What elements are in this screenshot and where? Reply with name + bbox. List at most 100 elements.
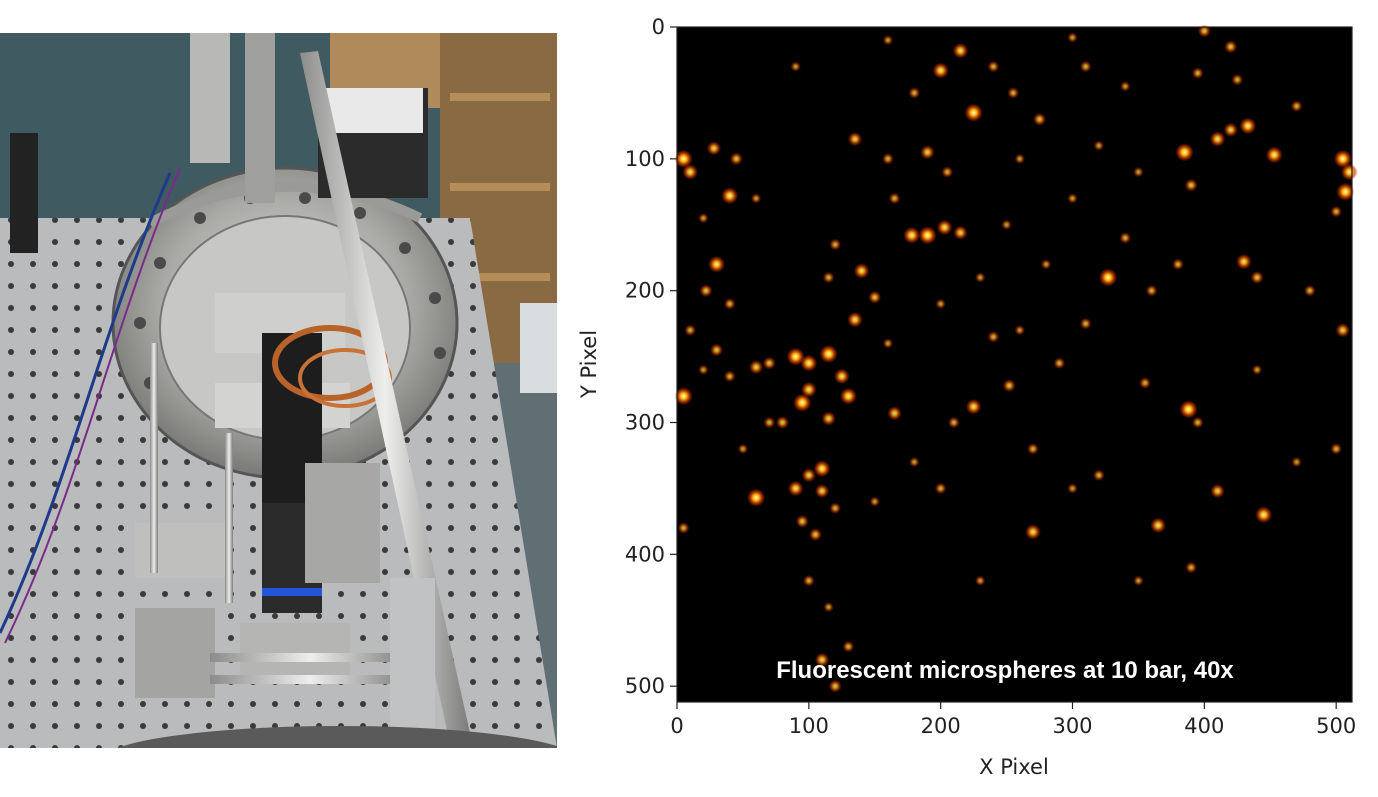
- microsphere-spot: [840, 387, 857, 405]
- microsphere-spot: [790, 61, 801, 72]
- microsphere-spot: [1033, 112, 1046, 126]
- microsphere-spot: [1192, 416, 1204, 429]
- heatmap-background: [677, 27, 1352, 702]
- microsphere-spot: [1304, 284, 1316, 297]
- microsphere-spot: [674, 149, 693, 168]
- fluorescence-heatmap-chart: 0 100 200 300 400 500 0 100 200 300 400 500 Fluore…: [577, 15, 1358, 779]
- microsphere-spot: [934, 482, 947, 495]
- x-tick-label: 300: [1052, 714, 1092, 738]
- y-tick-label: 0: [652, 15, 665, 39]
- microsphere-spot: [918, 226, 937, 245]
- microsphere-spot: [1175, 143, 1194, 162]
- microsphere-spot: [1236, 253, 1252, 270]
- microsphere-spot: [1172, 258, 1184, 271]
- microsphere-spot: [813, 460, 831, 478]
- microsphere-spot: [708, 255, 725, 273]
- microsphere-spot: [1224, 40, 1238, 54]
- y-axis-title: Y Pixel: [577, 330, 601, 399]
- microsphere-spot: [1290, 100, 1303, 112]
- x-axis-title: X Pixel: [979, 755, 1049, 779]
- microsphere-spot: [868, 290, 882, 304]
- microsphere-spot: [1119, 232, 1131, 244]
- microsphere-spot: [975, 575, 986, 586]
- microsphere-spot: [1255, 506, 1273, 524]
- microsphere-spot: [908, 87, 921, 99]
- microsphere-spot: [721, 187, 739, 205]
- microsphere-spot: [1014, 325, 1025, 336]
- microsphere-spot: [1192, 67, 1204, 79]
- microsphere-spot: [747, 488, 766, 507]
- microsphere-spot: [821, 411, 836, 426]
- microsphere-spot: [710, 343, 723, 357]
- microsphere-spot: [829, 502, 841, 514]
- microsphere-spot: [882, 35, 894, 46]
- microsphere-spot: [1184, 178, 1198, 192]
- microsphere-spot: [1133, 575, 1144, 586]
- microsphere-spot: [684, 324, 696, 336]
- microsphere-spot: [1209, 131, 1226, 147]
- microsphere-spot: [903, 226, 921, 244]
- microsphere-spot: [987, 331, 1000, 343]
- microsphere-spot: [786, 347, 805, 366]
- x-tick-label: 400: [1184, 714, 1224, 738]
- microsphere-spot: [1145, 284, 1158, 297]
- microsphere-spot: [1067, 32, 1078, 43]
- microsphere-spot: [800, 354, 818, 372]
- microsphere-spot: [699, 284, 713, 298]
- microsphere-spot: [888, 192, 901, 205]
- microsphere-spot: [674, 387, 693, 406]
- microsphere-spot: [723, 370, 736, 383]
- x-tick-label: 100: [789, 714, 829, 738]
- microsphere-spot: [1067, 193, 1078, 204]
- microsphere-spots: [674, 24, 1358, 693]
- microsphere-spot: [932, 62, 949, 79]
- microsphere-spot: [909, 456, 920, 468]
- microsphere-spot: [987, 60, 1000, 73]
- microsphere-spot: [1335, 323, 1350, 338]
- microsphere-spot: [1025, 524, 1041, 540]
- microsphere-spot: [936, 219, 953, 236]
- y-tick-label: 200: [625, 279, 665, 303]
- microsphere-spot: [814, 484, 830, 499]
- microsphere-spot: [1079, 317, 1092, 330]
- microsphere-spot: [935, 298, 946, 309]
- microsphere-spot: [762, 356, 776, 370]
- microsphere-spot: [1133, 166, 1144, 178]
- optical-pressure-apparatus-photo: [0, 33, 557, 748]
- microsphere-spot: [952, 43, 969, 59]
- microsphere-spot: [847, 311, 863, 328]
- microsphere-spot: [1291, 456, 1302, 468]
- microsphere-spot: [965, 398, 982, 415]
- microsphere-spot: [964, 103, 983, 122]
- microsphere-spot: [1250, 271, 1264, 284]
- microsphere-spot: [801, 468, 816, 483]
- microsphere-spot: [751, 193, 762, 204]
- y-tick-label: 400: [625, 542, 665, 566]
- microsphere-spot: [787, 480, 804, 497]
- microsphere-spot: [803, 574, 815, 587]
- x-tick-label: 500: [1316, 714, 1356, 738]
- microsphere-spot: [1053, 357, 1066, 369]
- microsphere-spot: [801, 381, 817, 398]
- microsphere-spot: [1099, 268, 1118, 287]
- microsphere-spot: [1336, 182, 1355, 201]
- microsphere-spot: [682, 164, 698, 180]
- microsphere-spot: [920, 145, 935, 160]
- microsphere-spot: [882, 153, 894, 165]
- microsphere-spot: [847, 132, 863, 147]
- microsphere-spot: [975, 272, 986, 283]
- microsphere-spot: [1079, 60, 1092, 73]
- microsphere-spot: [698, 364, 709, 375]
- microsphere-spot: [795, 514, 809, 528]
- microsphere-spot: [1197, 24, 1211, 38]
- microsphere-spot: [1014, 153, 1025, 164]
- microsphere-spot: [941, 166, 954, 178]
- y-tick-label: 500: [625, 674, 665, 698]
- microsphere-spot: [1041, 259, 1052, 270]
- microsphere-spot: [749, 360, 764, 375]
- microsphere-spot: [1265, 146, 1283, 164]
- microsphere-spot: [953, 225, 968, 240]
- microsphere-spot: [1093, 140, 1104, 151]
- microsphere-spot: [1330, 443, 1342, 455]
- y-tick-label: 300: [625, 411, 665, 435]
